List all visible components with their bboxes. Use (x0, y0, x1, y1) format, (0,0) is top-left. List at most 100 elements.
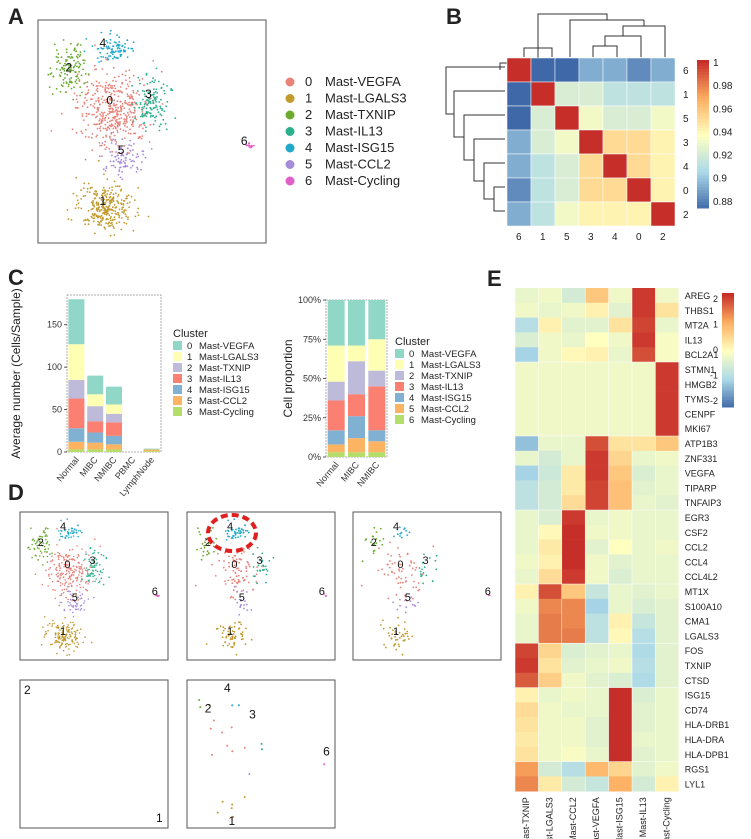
colorbar-segment (697, 187, 709, 191)
umap-point (59, 629, 61, 631)
bar-segment (106, 444, 122, 450)
expression-cell (585, 554, 609, 570)
legend-cluster-name: Mast-VEGFA (325, 74, 401, 89)
umap-point (37, 538, 39, 541)
umap-point (42, 555, 45, 558)
expression-cell (608, 613, 633, 629)
umap-point (232, 596, 235, 599)
umap-point (126, 93, 129, 96)
gene-label: HMGB2 (685, 380, 717, 390)
umap-point (79, 571, 81, 574)
umap-point (130, 123, 133, 126)
umap-point (52, 619, 54, 622)
umap-cluster-label: 3 (257, 555, 263, 567)
umap-point (265, 581, 267, 584)
umap-point (94, 92, 96, 95)
umap-point (67, 598, 69, 601)
expression-cell (515, 510, 539, 526)
umap-point (113, 111, 115, 113)
umap-point (88, 113, 90, 115)
umap-point (68, 66, 70, 69)
colorbar-segment (722, 322, 734, 326)
umap-point (232, 559, 235, 561)
expression-cell (608, 672, 633, 688)
bar-segment (106, 435, 122, 445)
colorbar-segment (722, 336, 734, 340)
umap-point (75, 195, 78, 197)
umap-point (141, 111, 144, 113)
y-tick-label: 50% (303, 374, 321, 384)
umap-point (247, 562, 250, 564)
umap-point (413, 562, 415, 564)
umap-point (245, 565, 248, 568)
umap-point (239, 535, 242, 537)
umap-point (99, 51, 102, 54)
umap-point (198, 699, 201, 701)
bar-segment (368, 339, 386, 371)
umap-point (107, 117, 110, 120)
gene-label: CD74 (685, 705, 708, 715)
umap-point (45, 632, 48, 635)
colorbar-segment (697, 169, 709, 173)
umap-point (146, 112, 149, 115)
umap-point (70, 42, 72, 45)
legend-cluster-name: Mast-LGALS3 (421, 360, 481, 371)
umap-point (432, 545, 435, 548)
umap-point (252, 589, 255, 591)
umap-point (238, 613, 241, 616)
umap-point (235, 653, 238, 656)
umap-point (74, 568, 76, 571)
umap-point (66, 590, 69, 593)
colorbar-segment (722, 304, 734, 308)
umap-point (99, 580, 101, 582)
col-label: 2 (660, 232, 666, 243)
umap-point (399, 532, 402, 535)
legend-cluster-name: Mast-IL13 (325, 124, 383, 139)
expression-cell (561, 391, 586, 407)
umap-point (100, 209, 103, 211)
umap-point (111, 85, 114, 87)
umap-point (130, 105, 132, 107)
umap-point (118, 216, 121, 219)
umap-point (152, 93, 155, 96)
umap-point (105, 40, 108, 42)
umap-cluster-label: 5 (118, 143, 125, 157)
umap-point (404, 581, 407, 583)
umap-point (398, 570, 401, 572)
legend-cluster-name: Mast-Cycling (421, 415, 476, 426)
umap-point (119, 49, 122, 52)
umap-point (92, 84, 95, 87)
umap-point (74, 635, 77, 638)
colorbar-segment (722, 329, 734, 333)
umap-point (163, 89, 166, 92)
umap-point (90, 208, 93, 211)
gene-label: S100A10 (685, 602, 722, 612)
umap-point (222, 626, 225, 629)
expression-cell (538, 702, 563, 718)
umap-point (65, 553, 68, 556)
umap-point (60, 112, 63, 115)
umap-point (67, 532, 69, 534)
umap-point (78, 55, 81, 58)
umap-point (118, 47, 121, 50)
expression-cell (608, 480, 633, 496)
panel-b-colorbar: 10.980.960.940.920.90.88 (697, 58, 733, 209)
umap-point (124, 124, 126, 127)
umap-point (108, 225, 110, 228)
umap-point (101, 95, 104, 98)
umap-point (110, 164, 113, 167)
umap-point (196, 548, 198, 551)
umap-point (62, 627, 65, 629)
umap-point (70, 574, 73, 577)
umap-point (102, 56, 105, 58)
umap-point (230, 632, 232, 635)
umap-point (40, 544, 43, 546)
gene-label: TIPARP (685, 483, 717, 493)
umap-point (231, 565, 234, 568)
umap-point (126, 111, 129, 114)
umap-point (105, 146, 108, 149)
umap-point (96, 204, 98, 206)
umap-point (54, 642, 56, 644)
umap-point (105, 167, 108, 170)
colorbar-segment (697, 163, 709, 168)
